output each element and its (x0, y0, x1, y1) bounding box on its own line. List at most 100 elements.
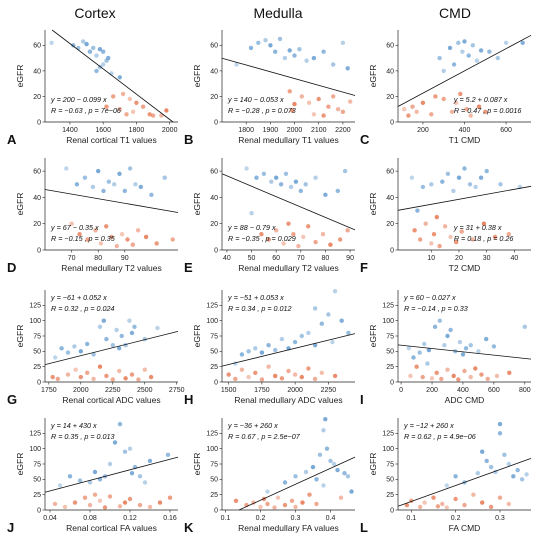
data-point (520, 40, 525, 45)
data-point (59, 346, 64, 351)
data-point (259, 232, 264, 237)
data-point (249, 211, 254, 216)
x-tick-label: 0.2 (451, 515, 461, 522)
data-point (345, 228, 350, 233)
y-tick-label: 125 (29, 303, 41, 310)
data-point (226, 372, 231, 377)
data-point (441, 68, 446, 74)
y-tick-label: 125 (382, 431, 394, 438)
data-point (266, 237, 271, 242)
data-point (157, 500, 163, 505)
data-point (320, 232, 326, 237)
panel-g: 0 25 50 75 100 125 1750 2000 2250 2500 2750 y = −61… (7, 290, 185, 407)
data-point (429, 376, 435, 381)
data-point (112, 440, 118, 445)
y-tick-label: 50 (210, 349, 218, 356)
data-point (253, 346, 258, 351)
data-point (326, 312, 331, 317)
stats-label: R = −0.14 , p = 0.33 (404, 304, 468, 313)
data-point (92, 492, 98, 497)
data-point (268, 43, 273, 48)
x-axis-label: FA CMD (449, 523, 481, 533)
data-point (348, 99, 353, 104)
data-point (448, 234, 453, 240)
data-point (53, 355, 58, 360)
y-axis-label: eGFR (192, 325, 202, 348)
data-point (233, 376, 238, 382)
y-tick-label: 20 (210, 94, 218, 101)
data-point (117, 107, 123, 112)
data-point (72, 500, 78, 505)
data-point (339, 318, 344, 323)
data-point (117, 368, 122, 374)
data-point (463, 346, 469, 351)
data-point (104, 224, 109, 229)
x-tick-label: 0.04 (43, 515, 57, 522)
data-point (137, 502, 143, 508)
data-point (466, 53, 471, 58)
y-tick-label: 60 (386, 43, 394, 50)
data-point (458, 91, 463, 97)
y-tick-label: 25 (33, 364, 41, 371)
x-tick-label: 200 (417, 127, 429, 134)
y-tick-label: 50 (386, 477, 394, 484)
data-point (49, 40, 54, 45)
x-tick-label: 0.08 (83, 515, 97, 522)
data-point (234, 62, 239, 67)
data-point (409, 175, 415, 180)
data-point (313, 175, 318, 180)
data-point (273, 347, 278, 353)
x-tick-label: 1800 (129, 127, 145, 134)
data-point (93, 228, 98, 233)
data-point (491, 344, 497, 349)
data-point (331, 62, 336, 67)
data-point (253, 370, 258, 375)
data-point (335, 188, 340, 194)
data-point (101, 62, 106, 67)
data-point (117, 504, 123, 509)
data-point (55, 376, 60, 382)
y-tick-label: 40 (386, 195, 394, 202)
data-point (82, 175, 88, 180)
data-point (468, 374, 473, 380)
data-point (480, 449, 485, 454)
y-tick-label: 20 (33, 94, 41, 101)
y-tick-label: 125 (206, 431, 218, 438)
y-tick-label: 100 (206, 318, 218, 325)
data-point (479, 372, 484, 377)
y-tick-label: 40 (33, 68, 41, 75)
data-point (147, 112, 152, 117)
x-tick-label: 1400 (62, 127, 78, 134)
data-point (470, 237, 475, 242)
x-tick-label: 70 (297, 255, 305, 262)
data-point (412, 228, 417, 233)
data-point (96, 168, 101, 174)
data-point (140, 104, 146, 109)
data-point (143, 234, 149, 240)
regression-line (221, 173, 356, 231)
x-tick-label: 400 (459, 127, 471, 134)
data-point (114, 243, 120, 249)
data-point (456, 40, 461, 45)
panel-i: 0 25 50 75 100 125 0 200 400 600 800 y = 60 − 0.027… (360, 290, 532, 407)
data-point (454, 100, 459, 106)
data-point (445, 333, 450, 339)
data-point (423, 221, 428, 226)
data-point (418, 237, 423, 242)
regression-line (44, 331, 179, 365)
panel-c: 0 20 40 60 200 400 600 y = 5.2 + 0.087 x R = 0.4… (360, 30, 532, 147)
x-axis-label: T1 CMD (449, 135, 481, 145)
stats-label: R = −0.15 , p = 0.35 (51, 234, 116, 243)
data-point (345, 474, 351, 479)
data-point (506, 461, 511, 467)
data-point (471, 492, 476, 497)
data-point (442, 343, 447, 348)
y-axis-label: eGFR (15, 453, 25, 476)
data-point (444, 483, 449, 488)
data-point (301, 234, 306, 240)
data-point (279, 336, 285, 342)
panel-a: 0 20 40 60 1400 1600 1800 2000 y = 200 − 0.099 x… (7, 29, 178, 147)
equation-label: y = −51 + 0.053 x (227, 293, 284, 302)
data-point (273, 49, 278, 54)
data-point (497, 431, 503, 436)
